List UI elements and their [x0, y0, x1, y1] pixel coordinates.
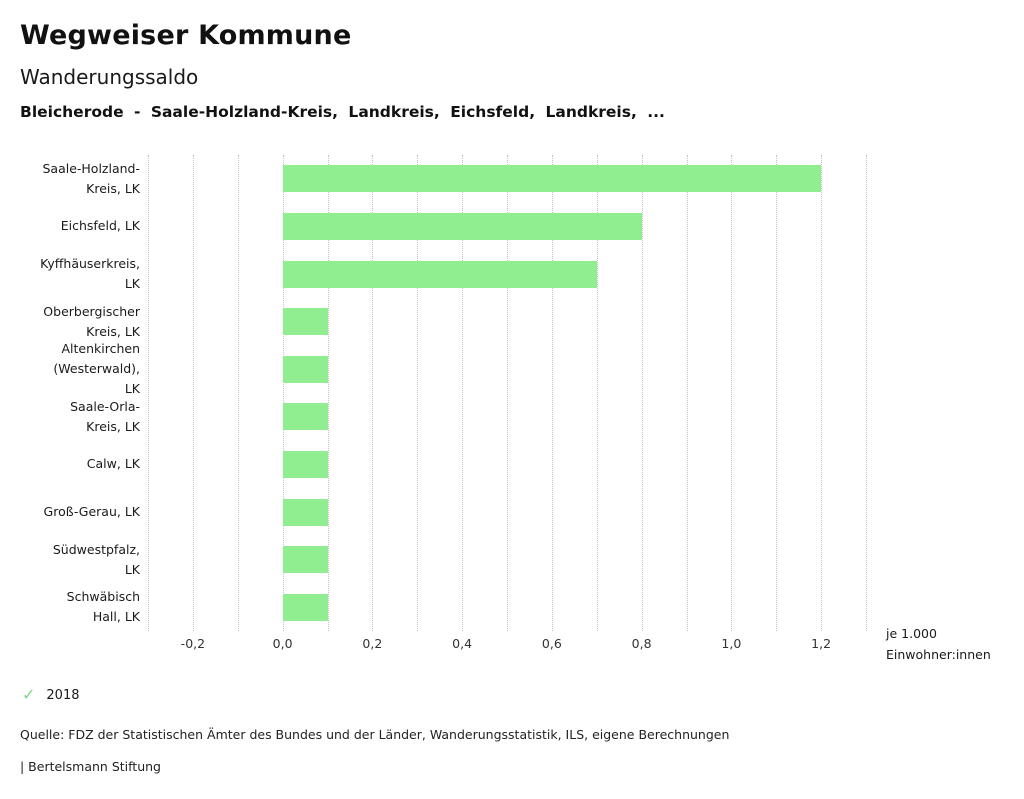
y-axis-label: Südwestpfalz, LK	[52, 541, 140, 577]
bar[interactable]	[282, 593, 328, 621]
bar[interactable]	[282, 165, 822, 193]
x-axis-unit-line-2: Einwohner:innen	[886, 647, 991, 662]
y-axis-label: Saale-Holzland- Kreis, LK	[42, 160, 140, 196]
gridline	[866, 155, 867, 631]
x-tick-label: 0,6	[541, 636, 562, 651]
y-axis-label: Saale-Orla- Kreis, LK	[70, 398, 140, 434]
x-tick-label: -0,2	[180, 636, 206, 651]
bar[interactable]	[282, 355, 328, 383]
x-tick-label: 1,0	[721, 636, 742, 651]
legend-label-2018[interactable]: 2018	[46, 687, 80, 703]
bar[interactable]	[282, 260, 597, 288]
bar[interactable]	[282, 546, 328, 574]
gridline	[417, 155, 419, 631]
gridline	[551, 155, 553, 631]
plot-area	[148, 155, 867, 631]
header: Wegweiser Kommune Wanderungssaldo Bleich…	[20, 20, 1004, 121]
gridline	[237, 155, 239, 631]
bar-chart: Saale-Holzland- Kreis, LK Eichsfeld, LK Ky…	[0, 155, 1024, 675]
y-axis-label: Altenkirchen (Westerwald), LK	[53, 341, 140, 397]
x-tick-label: 0,2	[362, 636, 383, 651]
x-tick-label: 0,4	[452, 636, 473, 651]
y-axis-label: Calw, LK	[86, 456, 140, 472]
gridline	[641, 155, 643, 631]
chart-title: Bleicherode - Saale-Holzland-Kreis, Land…	[20, 103, 665, 121]
y-axis-label: Groß-Gerau, LK	[43, 503, 140, 519]
bar[interactable]	[282, 403, 328, 431]
y-axis-label: Schwäbisch Hall, LK	[66, 589, 140, 625]
x-tick-label: 0,8	[631, 636, 652, 651]
y-axis-label: Oberbergischer Kreis, LK	[43, 303, 140, 339]
gridline	[686, 155, 688, 631]
source-note: Quelle: FDZ der Statistischen Ämter des …	[20, 727, 730, 742]
x-axis-unit-line-1: je 1.000	[886, 626, 937, 641]
x-tick-label: 0,0	[272, 636, 293, 651]
gridline	[327, 155, 329, 631]
page-title: Wegweiser Kommune	[20, 20, 352, 51]
branding-note: | Bertelsmann Stiftung	[20, 759, 161, 774]
bar[interactable]	[282, 308, 328, 336]
y-axis-labels: Saale-Holzland- Kreis, LK Eichsfeld, LK Ky…	[0, 155, 140, 631]
gridline	[731, 155, 733, 631]
x-axis-unit-label: je 1.000 Einwohner:innen	[886, 623, 991, 665]
gridline	[148, 155, 149, 631]
bar[interactable]	[282, 212, 642, 240]
gridline	[282, 155, 284, 631]
x-axis-ticks: -0,2 0,0 0,2 0,4 0,6 0,8 1,0 1,2	[148, 636, 866, 658]
y-axis-label: Eichsfeld, LK	[60, 218, 140, 234]
gridline	[462, 155, 464, 631]
gridline	[596, 155, 598, 631]
y-axis-label: Kyffhäuserkreis, LK	[40, 255, 140, 291]
bar[interactable]	[282, 450, 328, 478]
gridline	[192, 155, 194, 631]
x-tick-label: 1,2	[811, 636, 832, 651]
gridline	[507, 155, 508, 631]
gridline	[372, 155, 374, 631]
chart-subtitle: Wanderungssaldo	[20, 65, 199, 89]
legend: ✓ 2018	[22, 687, 80, 703]
check-icon[interactable]: ✓	[22, 685, 36, 704]
gridline	[776, 155, 778, 631]
gridline	[821, 155, 823, 631]
bar[interactable]	[282, 498, 328, 526]
